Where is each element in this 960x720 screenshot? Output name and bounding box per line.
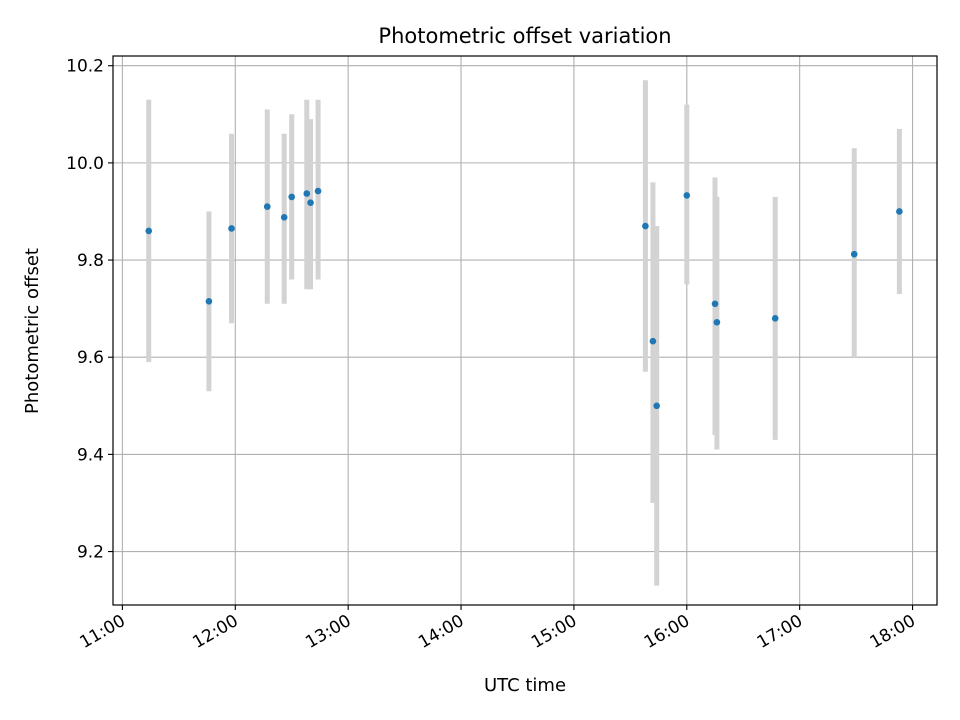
- chart-title: Photometric offset variation: [378, 24, 671, 48]
- data-point: [228, 225, 235, 232]
- y-tick-label: 10.2: [66, 57, 104, 77]
- y-tick-label: 9.8: [77, 251, 104, 271]
- data-point: [896, 208, 903, 215]
- data-point: [713, 318, 721, 326]
- y-tick-label: 10.0: [66, 154, 104, 174]
- data-point: [288, 193, 296, 201]
- data-points: [145, 187, 903, 410]
- y-tick-label: 9.2: [77, 543, 104, 563]
- data-point: [653, 402, 660, 410]
- y-axis-label: Photometric offset: [22, 248, 43, 414]
- x-axis-label: UTC time: [484, 675, 566, 696]
- data-point: [711, 300, 719, 308]
- data-point: [850, 250, 858, 258]
- y-axis: 9.2 9.4 9.6 9.8 10.0 10.2: [66, 57, 113, 563]
- data-point: [263, 203, 271, 210]
- data-point: [145, 227, 153, 235]
- data-point: [280, 213, 288, 221]
- data-point: [649, 337, 657, 345]
- data-point: [205, 298, 213, 305]
- data-point: [303, 190, 311, 197]
- data-point: [683, 192, 691, 199]
- data-point: [642, 222, 649, 230]
- data-point: [771, 315, 779, 322]
- y-tick-label: 9.6: [77, 348, 104, 368]
- data-point: [314, 187, 322, 195]
- data-point: [307, 199, 314, 207]
- y-tick-label: 9.4: [77, 445, 104, 465]
- plot-frame: [112, 55, 938, 606]
